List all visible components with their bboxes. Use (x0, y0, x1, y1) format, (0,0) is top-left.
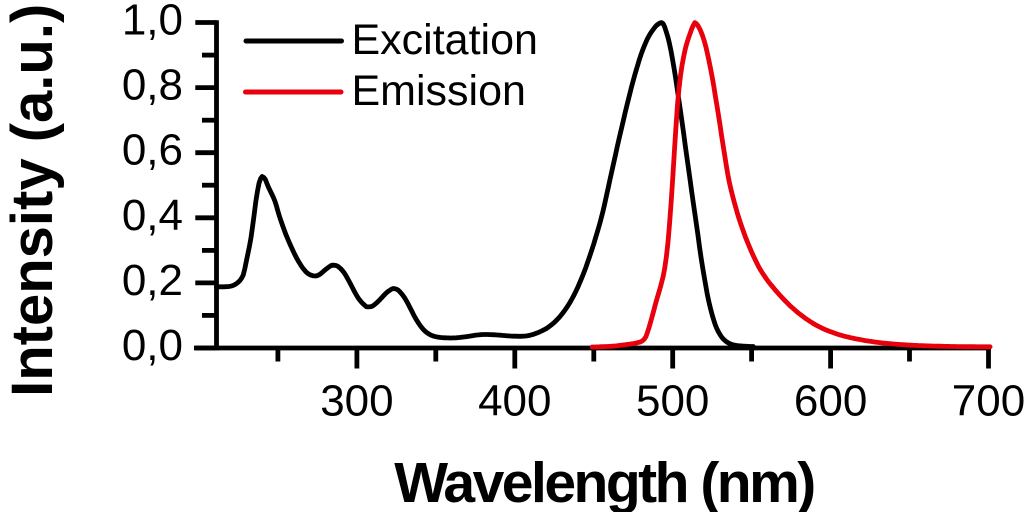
svg-text:Emission: Emission (352, 67, 526, 115)
svg-text:700: 700 (952, 377, 1024, 426)
svg-text:0,8: 0,8 (122, 61, 183, 110)
svg-text:600: 600 (794, 377, 867, 426)
svg-text:Excitation: Excitation (352, 16, 538, 64)
svg-text:0,0: 0,0 (122, 321, 183, 370)
svg-text:0,6: 0,6 (122, 126, 183, 175)
svg-text:500: 500 (636, 377, 709, 426)
svg-text:1,0: 1,0 (122, 0, 183, 45)
svg-text:400: 400 (478, 377, 551, 426)
svg-text:0,4: 0,4 (122, 191, 183, 240)
svg-text:Intensity (a.u.): Intensity (a.u.) (0, 4, 65, 397)
svg-text:Wavelength (nm): Wavelength (nm) (394, 451, 814, 512)
svg-text:0,2: 0,2 (122, 256, 183, 305)
svg-text:300: 300 (320, 377, 393, 426)
